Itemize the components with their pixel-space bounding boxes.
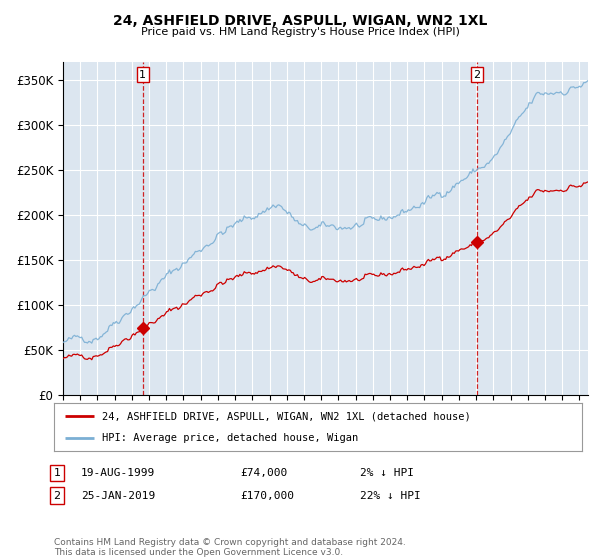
- Text: 2% ↓ HPI: 2% ↓ HPI: [360, 468, 414, 478]
- Text: 19-AUG-1999: 19-AUG-1999: [81, 468, 155, 478]
- Text: 1: 1: [53, 468, 61, 478]
- Text: Price paid vs. HM Land Registry's House Price Index (HPI): Price paid vs. HM Land Registry's House …: [140, 27, 460, 37]
- Text: 2: 2: [473, 70, 481, 80]
- Text: HPI: Average price, detached house, Wigan: HPI: Average price, detached house, Wiga…: [101, 433, 358, 443]
- Text: £74,000: £74,000: [240, 468, 287, 478]
- Text: 25-JAN-2019: 25-JAN-2019: [81, 491, 155, 501]
- Text: 1: 1: [139, 70, 146, 80]
- Text: 24, ASHFIELD DRIVE, ASPULL, WIGAN, WN2 1XL (detached house): 24, ASHFIELD DRIVE, ASPULL, WIGAN, WN2 1…: [101, 411, 470, 421]
- Text: Contains HM Land Registry data © Crown copyright and database right 2024.
This d: Contains HM Land Registry data © Crown c…: [54, 538, 406, 557]
- Text: 24, ASHFIELD DRIVE, ASPULL, WIGAN, WN2 1XL: 24, ASHFIELD DRIVE, ASPULL, WIGAN, WN2 1…: [113, 14, 487, 28]
- Text: 22% ↓ HPI: 22% ↓ HPI: [360, 491, 421, 501]
- Text: £170,000: £170,000: [240, 491, 294, 501]
- Text: 2: 2: [53, 491, 61, 501]
